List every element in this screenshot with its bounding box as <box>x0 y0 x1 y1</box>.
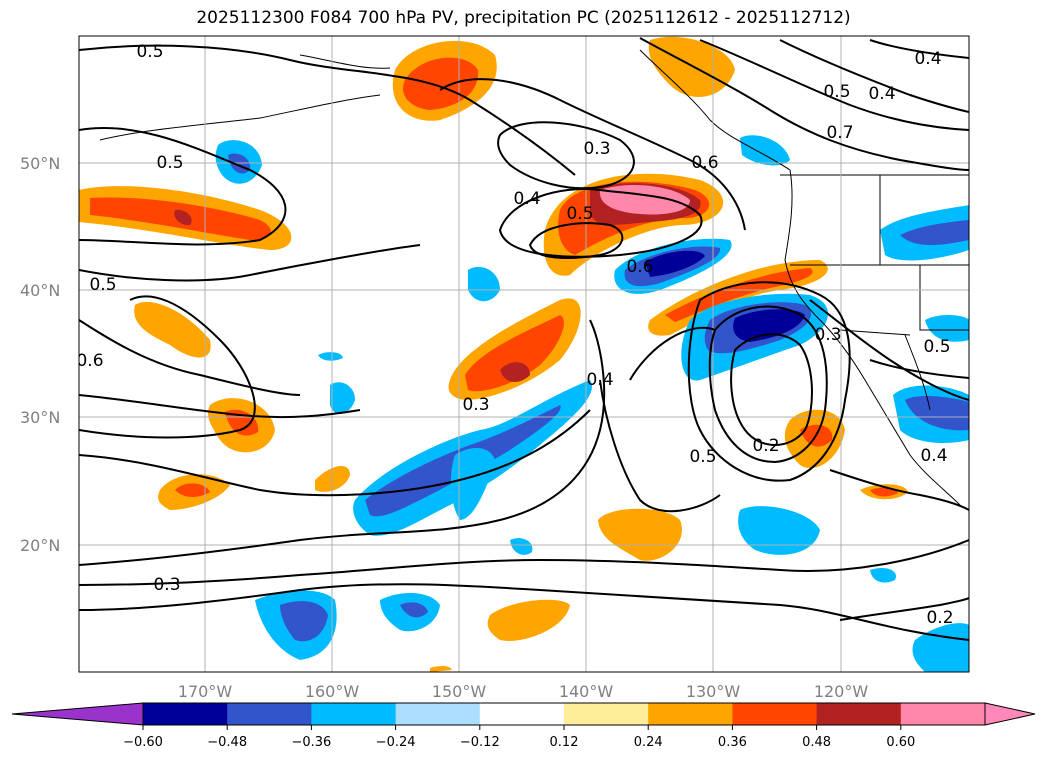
lon-label: 130°W <box>686 682 741 701</box>
lon-label: 120°W <box>814 682 869 701</box>
contour-label: 0.2 <box>926 608 953 628</box>
contour-label: 0.6 <box>76 351 103 371</box>
colorbar-segment <box>311 703 397 725</box>
colorbar-tick-label: 0.36 <box>718 735 747 750</box>
contour-label: 0.6 <box>626 257 653 277</box>
contour-label: 0.5 <box>89 275 116 295</box>
colorbar-tick-label: −0.48 <box>207 735 247 750</box>
lat-label: 40°N <box>20 281 60 300</box>
lat-label: 50°N <box>20 154 60 173</box>
colorbar-segment <box>732 703 818 725</box>
contour-label: 0.5 <box>923 337 950 357</box>
contour-label: 0.5 <box>136 42 163 62</box>
contour-labels: 0.5 0.5 0.5 0.6 0.3 0.4 0.5 0.6 0.3 0.4 … <box>76 42 954 628</box>
colorbar-segment <box>648 703 733 725</box>
colorbar-tick-label: 0.24 <box>634 735 663 750</box>
contour-label: 0.4 <box>914 49 941 69</box>
colorbar: −0.60 −0.48 −0.36 −0.24 −0.12 0.12 0.24 0.36 0.4… <box>11 702 1036 750</box>
contour-label: 0.3 <box>583 139 610 159</box>
contour-label: 0.2 <box>752 436 779 456</box>
contour-label: 0.3 <box>153 575 180 595</box>
contour-label: 0.6 <box>691 153 718 173</box>
colorbar-segment <box>227 703 312 725</box>
contour-label: 0.5 <box>156 153 183 173</box>
lon-label: 150°W <box>432 682 487 701</box>
contour-label: 0.7 <box>826 123 853 143</box>
colorbar-segment <box>564 703 649 725</box>
colorbar-segment <box>900 703 986 725</box>
pv-contours <box>79 37 969 641</box>
colorbar-segment <box>479 703 565 725</box>
colorbar-segment <box>816 703 902 725</box>
colorbar-tick-label: −0.36 <box>291 735 331 750</box>
colorbar-segment <box>395 703 481 725</box>
map-frame <box>78 35 970 673</box>
colorbar-tick-label: −0.12 <box>460 735 500 750</box>
contour-label: 0.4 <box>868 84 895 104</box>
lat-label: 20°N <box>20 536 60 555</box>
colorbar-tick-label: 0.48 <box>802 735 831 750</box>
contour-label: 0.3 <box>462 395 489 415</box>
contour-label: 0.5 <box>566 204 593 224</box>
colorbar-tick-label: −0.60 <box>123 735 163 750</box>
colorbar-tick-label: 0.12 <box>550 735 579 750</box>
lon-label: 140°W <box>559 682 614 701</box>
lon-label: 170°W <box>178 682 233 701</box>
contour-label: 0.5 <box>823 82 850 102</box>
colorbar-extend-min <box>11 702 144 726</box>
longitude-labels: 170°W 160°W 150°W 140°W 130°W 120°W <box>178 682 869 701</box>
map-title: 2025112300 F084 700 hPa PV, precipitatio… <box>196 8 851 28</box>
colorbar-tick-label: 0.60 <box>886 735 915 750</box>
contour-label: 0.5 <box>689 447 716 467</box>
gridlines <box>79 36 969 672</box>
colorbar-tick-label: −0.24 <box>376 735 416 750</box>
contour-label: 0.3 <box>814 325 841 345</box>
colorbar-extend-max <box>984 702 1036 726</box>
lon-label: 160°W <box>305 682 360 701</box>
colorbar-segment <box>143 703 228 725</box>
contour-label: 0.4 <box>586 370 613 390</box>
contour-label: 0.4 <box>513 189 540 209</box>
lat-label: 30°N <box>20 408 60 427</box>
contour-label: 0.4 <box>920 446 947 466</box>
latitude-labels: 50°N 40°N 30°N 20°N <box>20 154 60 555</box>
precip-positive-shading <box>79 36 908 672</box>
